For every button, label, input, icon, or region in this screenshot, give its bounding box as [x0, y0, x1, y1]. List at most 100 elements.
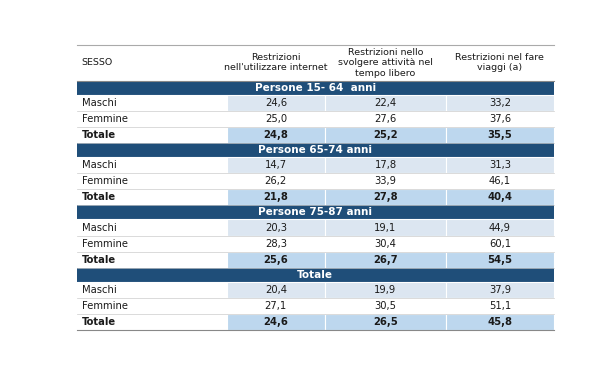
- Text: 51,1: 51,1: [489, 301, 511, 311]
- Text: 20,4: 20,4: [265, 285, 287, 295]
- Bar: [77, 314, 227, 330]
- Bar: [446, 157, 554, 173]
- Text: Totale: Totale: [82, 317, 116, 327]
- Bar: [446, 252, 554, 268]
- Bar: [325, 314, 446, 330]
- Bar: [77, 95, 227, 111]
- Text: 30,5: 30,5: [375, 301, 397, 311]
- Text: SESSO: SESSO: [82, 58, 113, 67]
- Text: 60,1: 60,1: [489, 239, 511, 249]
- Bar: [77, 220, 227, 236]
- Text: Persone 15- 64  anni: Persone 15- 64 anni: [255, 83, 376, 93]
- Bar: [325, 236, 446, 252]
- Bar: [227, 282, 325, 298]
- Bar: [77, 298, 227, 314]
- Text: Femmine: Femmine: [82, 301, 128, 311]
- Text: Restrizioni nello
svolgere attività nel
tempo libero: Restrizioni nello svolgere attività nel …: [338, 48, 433, 78]
- Bar: [325, 220, 446, 236]
- Bar: [325, 282, 446, 298]
- Bar: [325, 189, 446, 206]
- Bar: [325, 298, 446, 314]
- Bar: [227, 173, 325, 189]
- Bar: [77, 252, 227, 268]
- Bar: [227, 111, 325, 127]
- Bar: [77, 282, 227, 298]
- Text: 24,6: 24,6: [263, 317, 288, 327]
- Text: 37,9: 37,9: [489, 285, 511, 295]
- Bar: [446, 298, 554, 314]
- Bar: [325, 111, 446, 127]
- Text: 19,9: 19,9: [375, 285, 397, 295]
- Bar: [77, 268, 554, 282]
- Bar: [77, 143, 554, 157]
- Text: 14,7: 14,7: [265, 160, 287, 170]
- Text: 25,0: 25,0: [265, 114, 287, 124]
- Text: 24,8: 24,8: [263, 130, 288, 140]
- Text: 22,4: 22,4: [375, 98, 397, 108]
- Bar: [77, 111, 227, 127]
- Bar: [227, 314, 325, 330]
- Text: 24,6: 24,6: [265, 98, 287, 108]
- Text: 40,4: 40,4: [487, 193, 512, 203]
- Bar: [227, 236, 325, 252]
- Bar: [77, 127, 227, 143]
- Text: Maschi: Maschi: [82, 98, 116, 108]
- Bar: [325, 45, 446, 81]
- Text: Persone 75-87 anni: Persone 75-87 anni: [258, 207, 372, 217]
- Bar: [227, 298, 325, 314]
- Text: 26,2: 26,2: [264, 176, 287, 186]
- Text: 27,6: 27,6: [375, 114, 397, 124]
- Bar: [446, 173, 554, 189]
- Text: Totale: Totale: [82, 193, 116, 203]
- Bar: [446, 111, 554, 127]
- Bar: [77, 157, 227, 173]
- Text: 46,1: 46,1: [489, 176, 511, 186]
- Bar: [77, 45, 227, 81]
- Text: Femmine: Femmine: [82, 114, 128, 124]
- Bar: [77, 206, 554, 220]
- Bar: [446, 220, 554, 236]
- Text: 31,3: 31,3: [489, 160, 511, 170]
- Bar: [77, 173, 227, 189]
- Bar: [227, 127, 325, 143]
- Text: Restrizioni nel fare
viaggi (a): Restrizioni nel fare viaggi (a): [456, 53, 544, 72]
- Text: 37,6: 37,6: [489, 114, 511, 124]
- Text: Maschi: Maschi: [82, 285, 116, 295]
- Text: 21,8: 21,8: [263, 193, 288, 203]
- Bar: [446, 95, 554, 111]
- Text: 44,9: 44,9: [489, 223, 511, 233]
- Bar: [446, 45, 554, 81]
- Text: Restrizioni
nell'utilizzare internet: Restrizioni nell'utilizzare internet: [224, 53, 328, 72]
- Text: 26,5: 26,5: [373, 317, 398, 327]
- Text: 27,8: 27,8: [373, 193, 398, 203]
- Bar: [446, 189, 554, 206]
- Bar: [325, 252, 446, 268]
- Text: Persone 65-74 anni: Persone 65-74 anni: [258, 145, 372, 155]
- Text: 17,8: 17,8: [375, 160, 397, 170]
- Bar: [227, 157, 325, 173]
- Text: 28,3: 28,3: [265, 239, 287, 249]
- Text: Femmine: Femmine: [82, 239, 128, 249]
- Text: Femmine: Femmine: [82, 176, 128, 186]
- Text: 30,4: 30,4: [375, 239, 397, 249]
- Text: 26,7: 26,7: [373, 255, 398, 265]
- Bar: [325, 173, 446, 189]
- Bar: [325, 157, 446, 173]
- Bar: [77, 189, 227, 206]
- Text: 27,1: 27,1: [264, 301, 287, 311]
- Bar: [77, 81, 554, 95]
- Bar: [446, 314, 554, 330]
- Bar: [77, 236, 227, 252]
- Bar: [446, 236, 554, 252]
- Bar: [325, 127, 446, 143]
- Bar: [446, 282, 554, 298]
- Text: 33,9: 33,9: [375, 176, 397, 186]
- Text: 35,5: 35,5: [488, 130, 512, 140]
- Text: 45,8: 45,8: [487, 317, 512, 327]
- Bar: [227, 45, 325, 81]
- Bar: [227, 95, 325, 111]
- Bar: [446, 127, 554, 143]
- Text: 54,5: 54,5: [487, 255, 512, 265]
- Text: Totale: Totale: [82, 130, 116, 140]
- Text: Totale: Totale: [297, 270, 333, 280]
